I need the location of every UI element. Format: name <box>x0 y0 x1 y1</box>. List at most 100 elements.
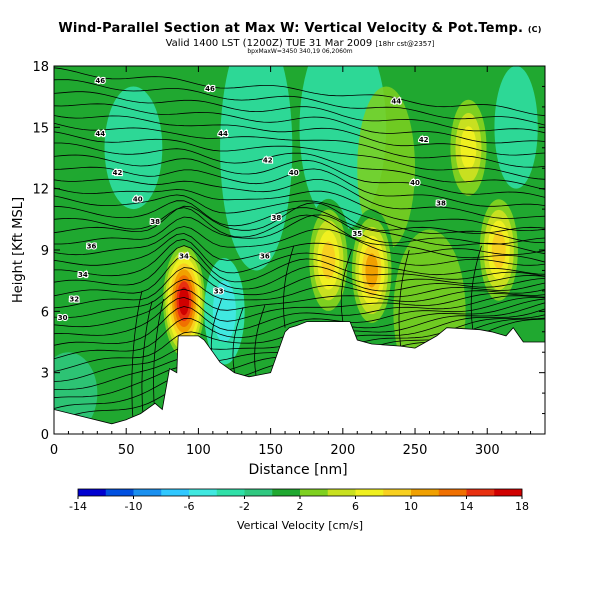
isotherm-line <box>141 301 153 422</box>
colorbar-tick-label: 14 <box>460 500 474 513</box>
isotherm-line <box>54 67 545 117</box>
colorbar-segment <box>411 489 440 496</box>
chart-subtitle: Valid 1400 LST (1200Z) TUE 31 Mar 2009 [… <box>165 38 435 49</box>
velocity-patch <box>54 168 156 373</box>
isotherm-label: 46 <box>205 85 215 93</box>
x-axis-label: Distance [nm] <box>248 462 347 478</box>
colorbar-segment <box>300 489 329 496</box>
isotherm-line <box>54 238 545 277</box>
isotherm-line <box>54 278 545 318</box>
chart-title: Wind-Parallel Section at Max W: Vertical… <box>58 21 542 36</box>
isotherm-line <box>232 307 244 373</box>
y-tick-label: 9 <box>41 244 49 259</box>
x-tick-label: 200 <box>330 443 355 458</box>
isotherm-labels: 46 46 44 44 44 42 42 42 40 40 40 38 38 38 35 36 36 34 34 33… <box>57 76 447 323</box>
isotherm-line <box>340 249 352 322</box>
y-axis-label: Height [Kft MSL] <box>11 197 26 303</box>
isotherm-label: 33 <box>214 287 224 295</box>
isotherm-line <box>54 194 545 243</box>
y-tick-label: 3 <box>41 367 49 382</box>
colorbar-segment <box>272 489 301 496</box>
isotherm-line <box>254 305 266 377</box>
isotherm-line <box>54 142 545 190</box>
colorbar: -14 -10 -6 -2 2 6 10 14 18 <box>69 488 529 513</box>
y-tick-label: 6 <box>41 305 49 320</box>
isotherm-line <box>54 202 545 234</box>
colorbar-segment <box>494 489 523 496</box>
x-tick-label: 250 <box>403 443 428 458</box>
isotherm-line <box>54 297 545 360</box>
isotherm-line <box>470 245 482 330</box>
colorbar-tick-label: 2 <box>297 500 304 513</box>
colorbar-segment <box>438 489 467 496</box>
isotherm-line <box>131 290 143 426</box>
isotherm-line <box>54 187 545 232</box>
isotherm-line <box>54 226 545 256</box>
isotherm-label: 46 <box>95 77 105 85</box>
velocity-core <box>178 287 190 316</box>
x-tick-label: 100 <box>186 443 211 458</box>
isotherm-line <box>54 267 545 309</box>
velocity-patch <box>494 66 538 189</box>
colorbar-segment <box>244 489 273 496</box>
isotherm-label: 36 <box>260 253 270 261</box>
isotherm-label: 38 <box>272 214 282 222</box>
isotherm-line <box>54 207 545 263</box>
x-tick-label: 300 <box>475 443 500 458</box>
colorbar-segment <box>383 489 412 496</box>
colorbar-segment <box>327 489 356 496</box>
velocity-core <box>212 280 236 343</box>
colorbar-tick-label: -2 <box>239 500 250 513</box>
isotherm-label: 36 <box>87 242 97 250</box>
colorbar-segment <box>133 489 162 496</box>
velocity-core <box>321 241 336 280</box>
isotherm-label: 42 <box>113 169 123 177</box>
x-tick-label: 50 <box>118 443 135 458</box>
x-tick-label: 0 <box>50 443 58 458</box>
colorbar-segment <box>78 489 107 496</box>
isotherm-line <box>54 115 545 156</box>
isotherm-line <box>153 298 165 416</box>
isotherm-label: 40 <box>289 169 299 177</box>
isotherm-label: 30 <box>58 314 68 322</box>
isotherm-label: 40 <box>133 195 143 203</box>
isotherm-line <box>54 122 545 168</box>
colorbar-segment <box>355 489 384 496</box>
y-tick-label: 18 <box>32 60 49 75</box>
terrain-mask <box>54 321 545 434</box>
colorbar-tick-label: -10 <box>125 500 143 513</box>
isotherm-label: 40 <box>410 179 420 187</box>
colorbar-segment <box>105 489 134 496</box>
isotherm-line <box>54 254 545 297</box>
isotherm-label: 34 <box>78 271 88 279</box>
isotherm-label: 44 <box>391 97 401 105</box>
isotherm-line <box>54 79 545 126</box>
isotherm-line <box>54 288 545 328</box>
velocity-core <box>365 253 378 288</box>
x-tick-label: 150 <box>258 443 283 458</box>
colorbar-segment <box>466 489 495 496</box>
y-tick-label: 12 <box>32 183 49 198</box>
isotherm-line <box>54 214 545 245</box>
colorbar-segment <box>161 489 190 496</box>
isotherm-line <box>283 245 295 328</box>
colorbar-tick-label: -6 <box>184 500 195 513</box>
isotherm-line <box>54 103 545 144</box>
isotherm-label: 32 <box>69 296 79 304</box>
y-tick-label: 0 <box>41 428 49 443</box>
plot-area: 46 46 44 44 44 42 42 42 40 40 40 38 38 38 35 36 36 34 34 33… <box>54 66 545 434</box>
isotherm-line <box>54 131 545 180</box>
isotherm-label: 38 <box>436 199 446 207</box>
isotherm-label: 38 <box>150 218 160 226</box>
isotherm-line <box>54 200 545 255</box>
isotherm-label: 44 <box>95 130 105 138</box>
isotherm-line <box>54 166 545 207</box>
colorbar-tick-label: 18 <box>515 500 529 513</box>
isotherm-line <box>54 178 545 219</box>
isotherm-line <box>398 249 410 347</box>
isotherm-label: 42 <box>419 136 429 144</box>
velocity-core <box>460 126 477 170</box>
y-tick-label: 15 <box>32 121 49 136</box>
